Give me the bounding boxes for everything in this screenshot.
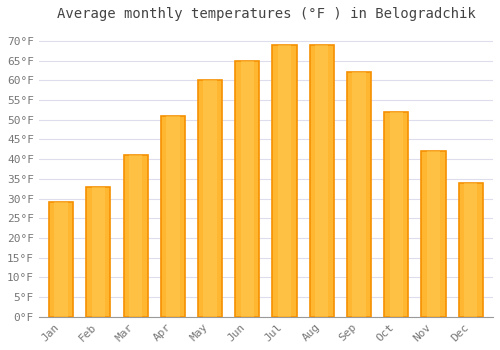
Bar [49, 203, 73, 317]
Bar [352, 72, 366, 317]
Bar [464, 183, 477, 317]
Bar [390, 112, 403, 317]
Bar [427, 151, 440, 317]
Bar [458, 183, 483, 317]
Bar [124, 155, 148, 317]
Bar [272, 45, 296, 317]
Bar [315, 45, 328, 317]
Bar [166, 116, 179, 317]
Bar [235, 61, 260, 317]
Bar [240, 61, 254, 317]
Bar [384, 112, 408, 317]
Bar [86, 187, 110, 317]
Bar [160, 116, 185, 317]
Bar [198, 80, 222, 317]
Bar [310, 45, 334, 317]
Bar [422, 151, 446, 317]
Title: Average monthly temperatures (°F ) in Belogradchik: Average monthly temperatures (°F ) in Be… [56, 7, 476, 21]
Bar [129, 155, 142, 317]
Bar [347, 72, 371, 317]
Bar [92, 187, 105, 317]
Bar [54, 203, 68, 317]
Bar [204, 80, 216, 317]
Bar [278, 45, 291, 317]
